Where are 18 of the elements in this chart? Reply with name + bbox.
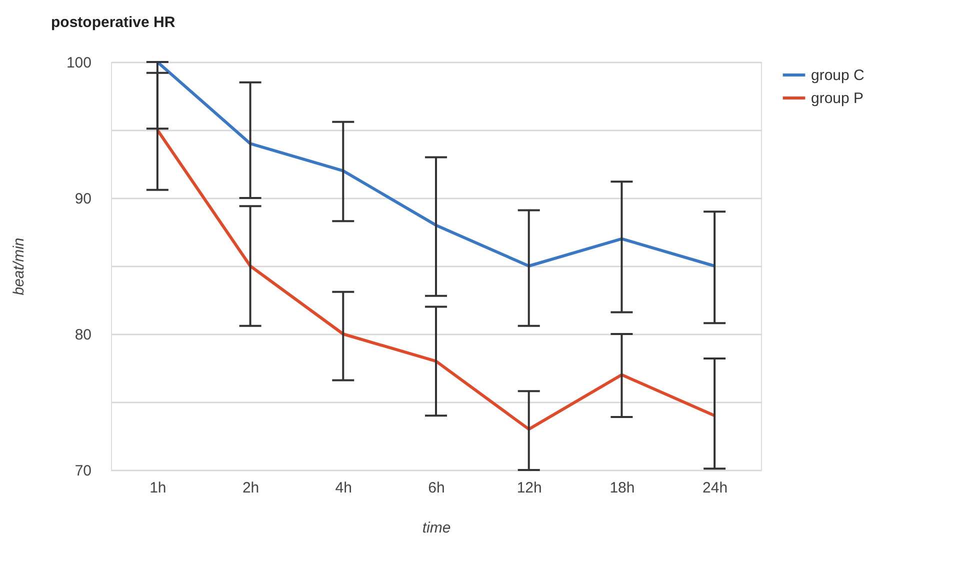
x-tick-label: 1h xyxy=(150,480,166,496)
line-series xyxy=(156,128,716,431)
x-tick-label: 6h xyxy=(428,480,445,496)
y-tick-label: 80 xyxy=(74,326,92,344)
chart-title: postoperative HR xyxy=(51,14,176,31)
legend-label: group C xyxy=(811,67,865,84)
x-axis-title: time xyxy=(422,520,451,536)
x-tick-label: 4h xyxy=(335,480,352,496)
x-tick-label: 24h xyxy=(702,480,728,496)
y-tick-label: 90 xyxy=(74,190,92,208)
legend-label: group P xyxy=(811,90,864,107)
y-tick-label: 70 xyxy=(74,462,92,480)
line-series xyxy=(156,60,716,268)
x-tick-label: 18h xyxy=(610,480,635,496)
y-tick-label: 100 xyxy=(66,54,92,72)
x-tick-label: 2h xyxy=(242,480,260,496)
x-tick-label: 12h xyxy=(516,480,542,496)
y-axis-title: beat/min xyxy=(10,238,28,296)
